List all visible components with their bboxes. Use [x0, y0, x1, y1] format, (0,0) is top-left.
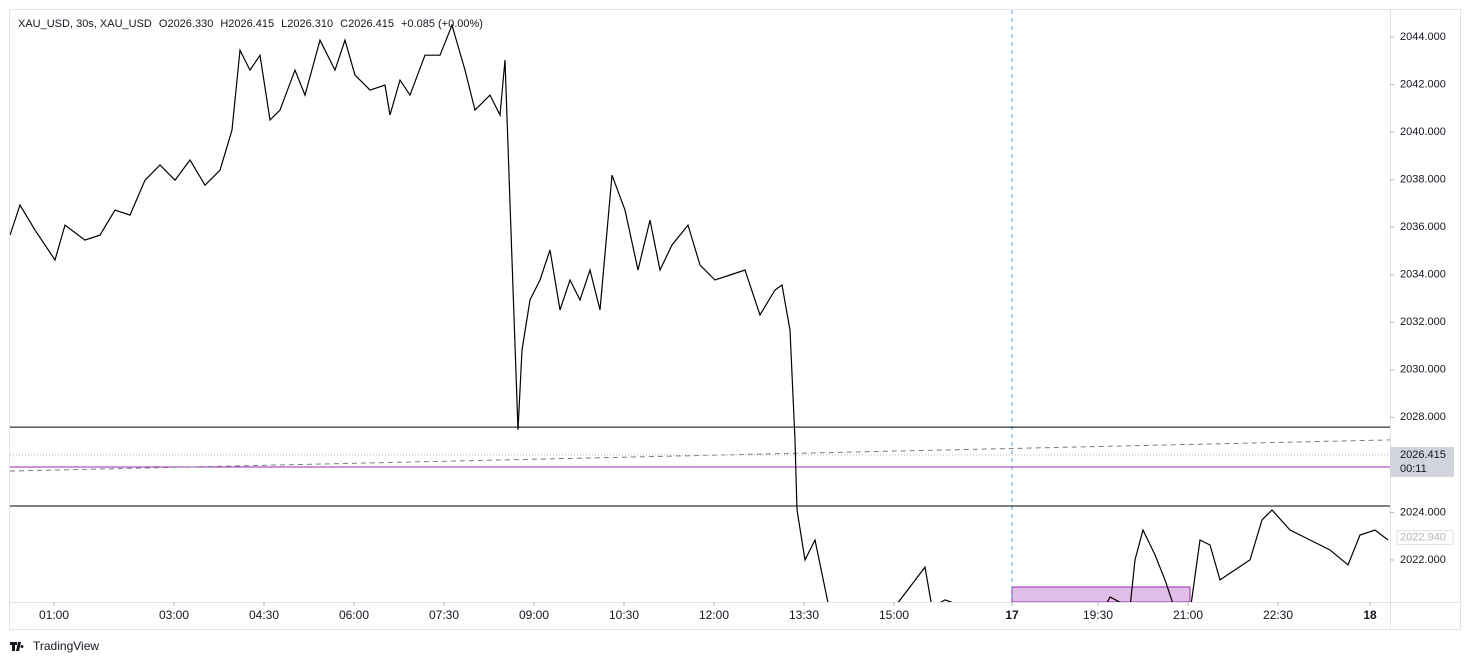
- x-tick-label: 01:00: [39, 608, 69, 622]
- x-tick-label: 06:00: [339, 608, 369, 622]
- brand-name: TradingView: [33, 639, 99, 653]
- x-tick-label: 04:30: [249, 608, 279, 622]
- y-tick-label: 2044.000: [1400, 31, 1446, 43]
- x-tick-label: 21:00: [1173, 608, 1203, 622]
- y-tick-label: 2022.000: [1400, 554, 1446, 566]
- last-price-badge: [1390, 447, 1454, 478]
- y-tick-label: 2032.000: [1400, 316, 1446, 328]
- y-tick-label: 2034.000: [1400, 269, 1446, 281]
- x-tick-label: 15:00: [879, 608, 909, 622]
- legend-text: +0.085 (+0.00%): [401, 18, 483, 30]
- ghost-price-badge: [1396, 530, 1454, 546]
- y-tick-label: 2030.000: [1400, 364, 1446, 376]
- y-tick-label: 2036.000: [1400, 221, 1446, 233]
- y-tick-label: 2028.000: [1400, 411, 1446, 423]
- chart-frame: [9, 9, 1461, 630]
- ghost-price-label: 2022.940: [1400, 532, 1446, 544]
- y-tick-label: 2038.000: [1400, 174, 1446, 186]
- x-tick-label: 13:30: [789, 608, 819, 622]
- legend-text: L2026.310: [281, 18, 333, 30]
- last-price-label: 2026.415: [1400, 449, 1446, 461]
- x-tick-label: 19:30: [1083, 608, 1113, 622]
- x-tick-label: 10:30: [609, 608, 639, 622]
- legend-text: O2026.330: [159, 18, 213, 30]
- x-tick-label: 03:00: [159, 608, 189, 622]
- x-tick-label: 12:00: [699, 608, 729, 622]
- countdown: 00:11: [1400, 463, 1427, 475]
- plot-area: [10, 10, 1390, 602]
- x-tick-label: 09:00: [519, 608, 549, 622]
- highlight-box: [1011, 586, 1191, 602]
- legend-text: H2026.415: [220, 18, 274, 30]
- brand-logo: [10, 642, 24, 651]
- x-tick-label: 22:30: [1263, 608, 1293, 622]
- y-tick-label: 2024.000: [1400, 506, 1446, 518]
- x-tick-label: 18: [1363, 608, 1377, 622]
- y-tick-label: 2040.000: [1400, 126, 1446, 138]
- x-tick-label: 17: [1005, 608, 1019, 622]
- x-tick-label: 07:30: [429, 608, 459, 622]
- legend-text: C2026.415: [340, 18, 394, 30]
- axes: XAU_USD, 30s, XAU_USD O2026.330 H2026.415 L…: [18, 18, 1454, 622]
- legend-text: XAU_USD, 30s, XAU_USD: [18, 18, 152, 30]
- y-tick-label: 2042.000: [1400, 79, 1446, 91]
- price-line: [10, 23, 1389, 602]
